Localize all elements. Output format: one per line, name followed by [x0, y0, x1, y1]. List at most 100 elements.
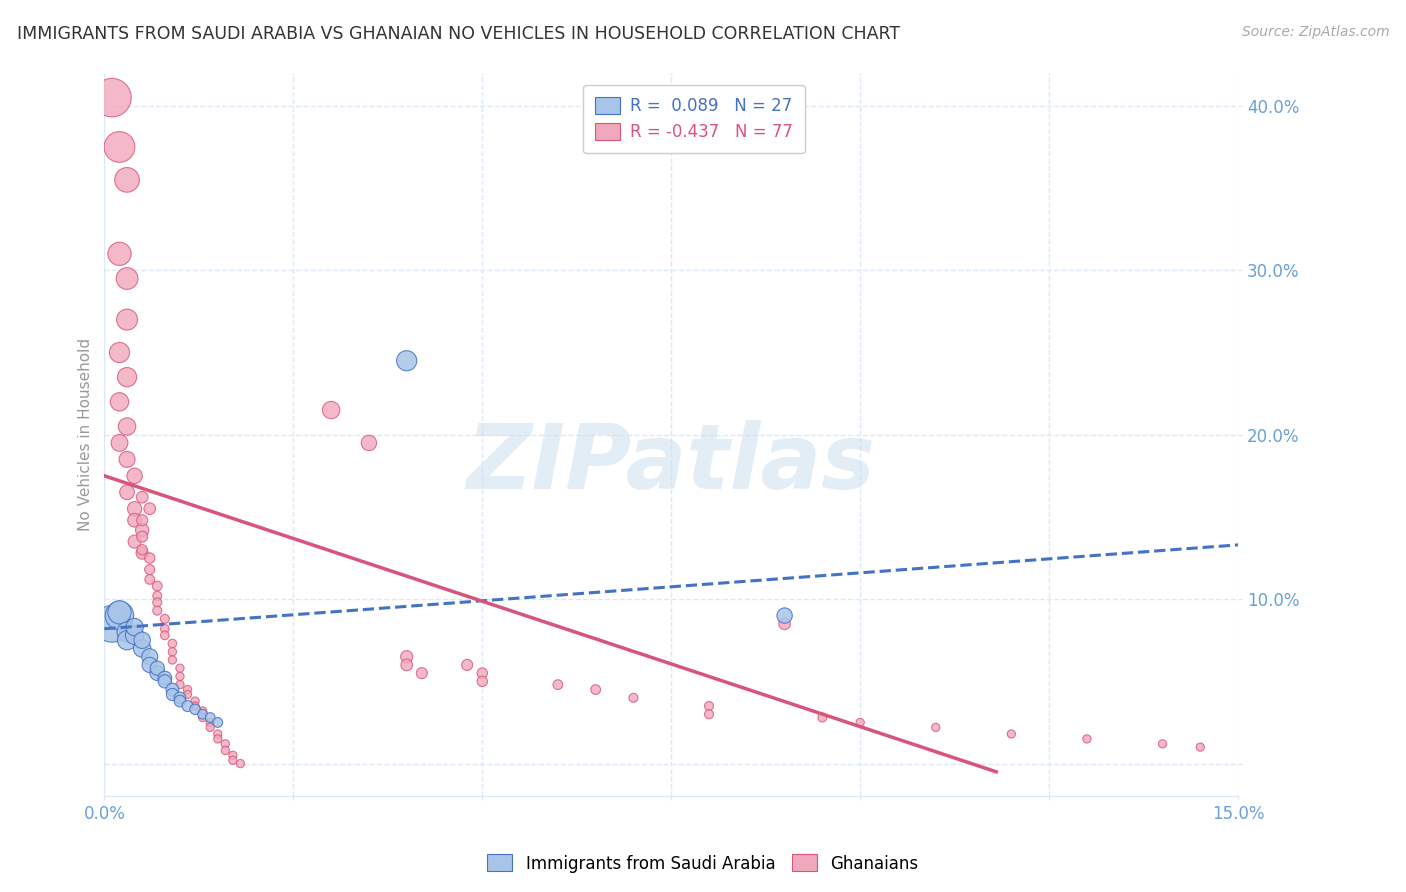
Point	[153, 628, 176, 642]
Point	[169, 694, 191, 708]
Point	[153, 674, 176, 689]
Point	[697, 699, 720, 714]
Point	[138, 573, 160, 587]
Point	[146, 579, 169, 593]
Point	[411, 666, 433, 681]
Point	[146, 595, 169, 609]
Y-axis label: No Vehicles in Household: No Vehicles in Household	[79, 338, 93, 532]
Point	[108, 608, 131, 623]
Point	[229, 756, 252, 771]
Point	[773, 608, 796, 623]
Point	[162, 688, 184, 702]
Point	[198, 720, 221, 734]
Point	[1000, 727, 1022, 741]
Point	[207, 727, 229, 741]
Point	[214, 743, 236, 757]
Point	[547, 678, 569, 692]
Point	[184, 694, 207, 708]
Point	[115, 633, 138, 648]
Point	[222, 753, 245, 767]
Point	[214, 737, 236, 751]
Point	[146, 604, 169, 618]
Point	[925, 720, 948, 734]
Point	[131, 633, 153, 648]
Point	[124, 513, 146, 527]
Point	[131, 542, 153, 557]
Point	[115, 625, 138, 640]
Point	[131, 513, 153, 527]
Point	[153, 612, 176, 626]
Point	[138, 649, 160, 664]
Point	[169, 690, 191, 705]
Point	[169, 669, 191, 683]
Point	[115, 452, 138, 467]
Point	[162, 682, 184, 697]
Point	[222, 748, 245, 763]
Point	[131, 641, 153, 656]
Point	[207, 731, 229, 746]
Point	[207, 715, 229, 730]
Point	[169, 661, 191, 675]
Point	[138, 501, 160, 516]
Text: IMMIGRANTS FROM SAUDI ARABIA VS GHANAIAN NO VEHICLES IN HOUSEHOLD CORRELATION CH: IMMIGRANTS FROM SAUDI ARABIA VS GHANAIAN…	[17, 25, 900, 43]
Point	[115, 312, 138, 326]
Point	[184, 699, 207, 714]
Point	[162, 645, 184, 659]
Point	[395, 353, 418, 368]
Point	[1152, 737, 1174, 751]
Point	[184, 702, 207, 716]
Point	[773, 616, 796, 631]
Legend: Immigrants from Saudi Arabia, Ghanaians: Immigrants from Saudi Arabia, Ghanaians	[481, 847, 925, 880]
Point	[321, 403, 343, 417]
Point	[131, 546, 153, 560]
Point	[131, 490, 153, 504]
Point	[101, 616, 124, 631]
Point	[153, 622, 176, 636]
Point	[124, 534, 146, 549]
Point	[115, 271, 138, 285]
Point	[108, 247, 131, 261]
Point	[115, 370, 138, 384]
Point	[623, 690, 645, 705]
Point	[108, 345, 131, 359]
Point	[585, 682, 607, 697]
Point	[108, 140, 131, 154]
Point	[176, 682, 198, 697]
Point	[176, 699, 198, 714]
Point	[395, 657, 418, 672]
Point	[146, 589, 169, 603]
Point	[124, 620, 146, 634]
Point	[191, 707, 214, 722]
Point	[169, 678, 191, 692]
Point	[198, 715, 221, 730]
Point	[697, 707, 720, 722]
Point	[811, 710, 834, 724]
Point	[146, 666, 169, 681]
Point	[162, 636, 184, 650]
Text: ZIPatlas: ZIPatlas	[467, 419, 876, 508]
Point	[1189, 740, 1212, 755]
Point	[131, 530, 153, 544]
Point	[124, 628, 146, 642]
Point	[115, 173, 138, 187]
Point	[115, 485, 138, 500]
Text: Source: ZipAtlas.com: Source: ZipAtlas.com	[1241, 25, 1389, 39]
Point	[191, 710, 214, 724]
Point	[395, 649, 418, 664]
Point	[162, 653, 184, 667]
Point	[131, 523, 153, 537]
Point	[471, 666, 494, 681]
Point	[153, 671, 176, 685]
Legend: R =  0.089   N = 27, R = -0.437   N = 77: R = 0.089 N = 27, R = -0.437 N = 77	[583, 85, 804, 153]
Point	[108, 394, 131, 409]
Point	[198, 710, 221, 724]
Point	[146, 661, 169, 675]
Point	[1076, 731, 1098, 746]
Point	[456, 657, 478, 672]
Point	[108, 605, 131, 619]
Point	[124, 501, 146, 516]
Point	[124, 468, 146, 483]
Point	[101, 90, 124, 104]
Point	[108, 436, 131, 450]
Point	[138, 563, 160, 577]
